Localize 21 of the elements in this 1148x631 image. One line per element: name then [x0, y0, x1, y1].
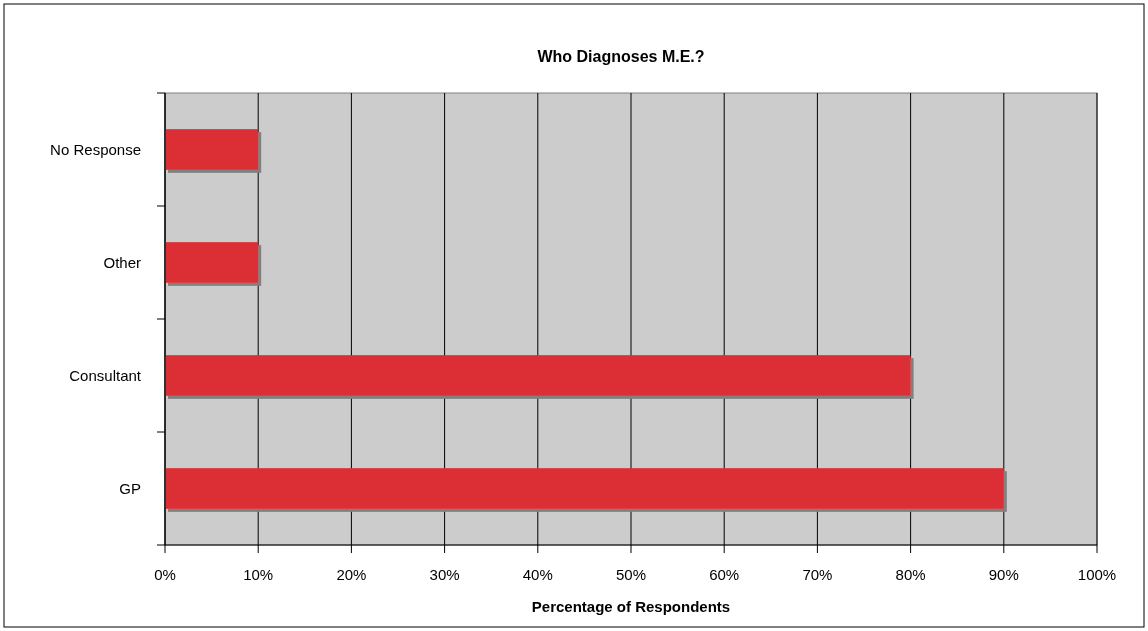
bar: [165, 242, 259, 283]
x-tick-label: 40%: [522, 566, 553, 583]
y-tick-label: Consultant: [69, 366, 142, 384]
x-tick-label: 90%: [988, 566, 1019, 583]
x-axis-title: Percentage of Respondents: [531, 598, 731, 615]
x-tick-label: 30%: [429, 566, 460, 583]
x-tick-label: 80%: [895, 566, 926, 583]
chart-title: Who Diagnoses M.E.?: [537, 48, 705, 65]
x-tick-label: 50%: [615, 566, 647, 583]
x-tick-label: 100%: [1077, 566, 1117, 583]
bar: [165, 468, 1004, 509]
y-tick-label: GP: [119, 479, 141, 497]
x-tick-label: 70%: [802, 566, 833, 583]
x-tick-label: 10%: [243, 566, 274, 583]
y-tick-label: No Response: [50, 140, 141, 158]
x-tick-label: 0%: [154, 566, 176, 583]
x-tick-label: 60%: [709, 566, 740, 583]
x-tick-label: 20%: [336, 566, 367, 583]
bar: [165, 129, 259, 170]
bar: [165, 355, 911, 396]
y-tick-label: Other: [103, 253, 141, 271]
